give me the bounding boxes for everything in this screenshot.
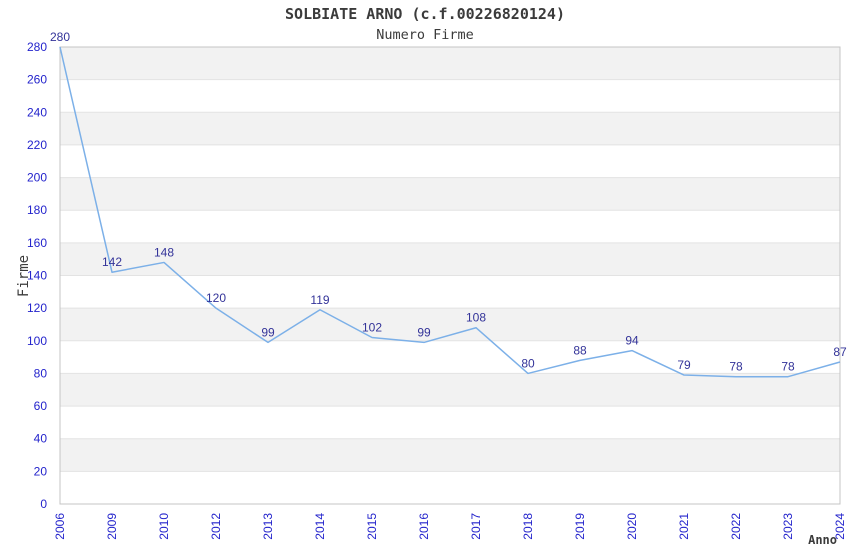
plot-band bbox=[60, 177, 840, 211]
plot-band bbox=[60, 308, 840, 341]
y-tick-label: 200 bbox=[27, 171, 47, 185]
plot-band bbox=[60, 47, 840, 80]
x-tick-label: 2021 bbox=[677, 513, 691, 540]
y-tick-label: 100 bbox=[27, 334, 47, 348]
data-label: 280 bbox=[50, 30, 70, 44]
data-label: 108 bbox=[466, 311, 486, 325]
y-tick-label: 60 bbox=[34, 399, 48, 413]
data-label: 78 bbox=[781, 360, 795, 374]
y-tick-label: 160 bbox=[27, 236, 47, 250]
plot-border bbox=[59, 46, 841, 505]
data-label: 102 bbox=[362, 321, 382, 335]
y-tick-label: 280 bbox=[27, 40, 47, 54]
x-tick-label: 2016 bbox=[417, 513, 431, 540]
y-tick-label: 240 bbox=[27, 105, 47, 119]
x-tick-label: 2009 bbox=[105, 513, 119, 540]
y-tick-label: 120 bbox=[27, 301, 47, 315]
data-label: 78 bbox=[729, 360, 743, 374]
chart-title: SOLBIATE ARNO (c.f.00226820124) bbox=[285, 5, 565, 23]
data-label: 94 bbox=[625, 334, 639, 348]
y-tick-label: 20 bbox=[34, 464, 48, 478]
data-label: 80 bbox=[521, 356, 535, 370]
data-label: 99 bbox=[261, 325, 275, 339]
x-tick-label: 2022 bbox=[729, 513, 743, 540]
y-tick-label: 220 bbox=[27, 138, 47, 152]
data-label: 119 bbox=[310, 293, 329, 307]
x-tick-label: 2006 bbox=[53, 513, 67, 540]
x-tick-label: 2020 bbox=[625, 513, 639, 540]
y-tick-label: 140 bbox=[27, 269, 47, 283]
x-tick-label: 2012 bbox=[209, 513, 223, 540]
data-label: 148 bbox=[154, 245, 174, 259]
y-tick-label: 40 bbox=[34, 432, 48, 446]
data-label: 87 bbox=[833, 345, 847, 359]
plot-band bbox=[60, 438, 840, 472]
x-tick-label: 2023 bbox=[781, 513, 795, 540]
data-label: 120 bbox=[206, 291, 226, 305]
x-tick-label: 2017 bbox=[469, 513, 483, 540]
plot-band bbox=[60, 242, 840, 276]
y-tick-label: 80 bbox=[34, 366, 48, 380]
data-label: 142 bbox=[102, 255, 122, 269]
data-label: 79 bbox=[677, 358, 691, 372]
y-axis-title: Firme bbox=[16, 254, 32, 298]
plot-band bbox=[60, 112, 840, 145]
x-tick-label: 2013 bbox=[261, 513, 275, 540]
plot-band bbox=[60, 373, 840, 407]
x-axis-title: Anno bbox=[808, 533, 837, 547]
data-label: 99 bbox=[417, 325, 431, 339]
x-tick-label: 2010 bbox=[157, 513, 171, 540]
chart-subtitle: Numero Firme bbox=[376, 27, 474, 43]
x-tick-label: 2018 bbox=[521, 513, 535, 540]
y-tick-label: 0 bbox=[40, 497, 47, 511]
y-tick-label: 180 bbox=[27, 203, 47, 217]
x-tick-label: 2024 bbox=[833, 513, 847, 540]
x-tick-label: 2015 bbox=[365, 513, 379, 540]
data-label: 88 bbox=[573, 343, 587, 357]
x-tick-label: 2014 bbox=[313, 513, 327, 540]
y-tick-label: 260 bbox=[27, 73, 47, 87]
series-line bbox=[59, 46, 841, 378]
x-tick-label: 2019 bbox=[573, 513, 587, 540]
